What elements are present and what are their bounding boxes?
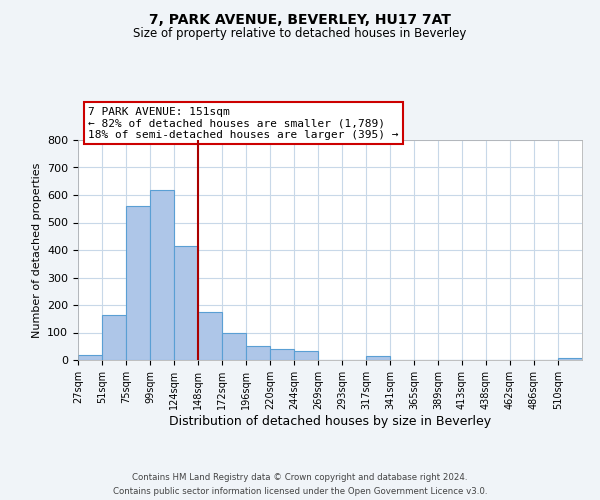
Text: 7, PARK AVENUE, BEVERLEY, HU17 7AT: 7, PARK AVENUE, BEVERLEY, HU17 7AT <box>149 12 451 26</box>
Bar <box>270 349 294 360</box>
Bar <box>558 358 582 360</box>
Bar <box>222 332 246 360</box>
Bar <box>150 190 174 360</box>
Text: Size of property relative to detached houses in Beverley: Size of property relative to detached ho… <box>133 28 467 40</box>
Text: 7 PARK AVENUE: 151sqm
← 82% of detached houses are smaller (1,789)
18% of semi-d: 7 PARK AVENUE: 151sqm ← 82% of detached … <box>88 107 398 140</box>
Y-axis label: Number of detached properties: Number of detached properties <box>32 162 41 338</box>
Text: Contains HM Land Registry data © Crown copyright and database right 2024.: Contains HM Land Registry data © Crown c… <box>132 473 468 482</box>
Bar <box>102 314 126 360</box>
X-axis label: Distribution of detached houses by size in Beverley: Distribution of detached houses by size … <box>169 414 491 428</box>
Bar <box>246 346 270 360</box>
Bar <box>294 351 318 360</box>
Bar <box>126 206 150 360</box>
Bar <box>78 354 102 360</box>
Bar <box>174 246 198 360</box>
Bar <box>198 312 222 360</box>
Text: Contains public sector information licensed under the Open Government Licence v3: Contains public sector information licen… <box>113 486 487 496</box>
Bar <box>366 356 390 360</box>
